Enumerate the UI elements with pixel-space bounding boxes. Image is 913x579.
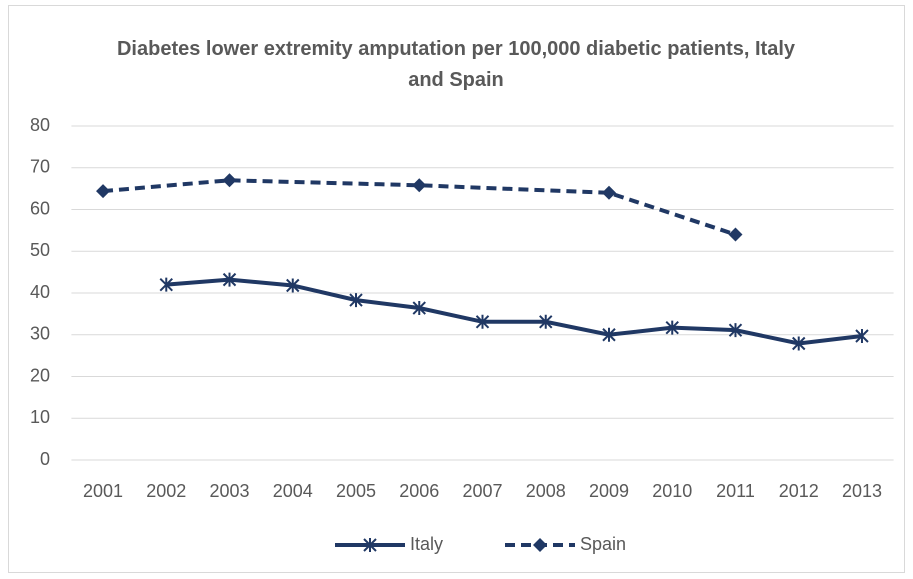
x-tick-label: 2003 bbox=[209, 481, 249, 501]
marker bbox=[539, 314, 553, 329]
x-tick-label: 2011 bbox=[716, 481, 755, 501]
marker bbox=[792, 336, 806, 351]
x-tick-label: 2013 bbox=[842, 481, 882, 501]
y-tick-label: 0 bbox=[40, 449, 50, 469]
marker bbox=[412, 178, 427, 193]
legend-item: Italy bbox=[335, 534, 443, 554]
x-tick-label: 2002 bbox=[146, 481, 186, 501]
marker bbox=[475, 314, 490, 329]
x-tick-label: 2012 bbox=[779, 481, 819, 501]
marker bbox=[602, 327, 616, 342]
marker bbox=[412, 301, 426, 316]
chart-border bbox=[8, 5, 905, 573]
x-tick-label: 2004 bbox=[273, 481, 313, 501]
marker bbox=[855, 329, 869, 344]
y-tick-label: 60 bbox=[30, 198, 50, 218]
x-tick-label: 2005 bbox=[336, 481, 376, 501]
marker bbox=[363, 538, 377, 552]
y-tick-label: 30 bbox=[30, 324, 50, 344]
x-tick-label: 2007 bbox=[462, 481, 502, 501]
y-tick-label: 80 bbox=[30, 115, 50, 135]
series-line bbox=[102, 178, 737, 237]
y-tick-label: 10 bbox=[30, 407, 50, 427]
y-tick-label: 20 bbox=[30, 365, 50, 385]
x-tick-label: 2006 bbox=[399, 481, 439, 501]
marker bbox=[286, 278, 300, 293]
marker bbox=[601, 185, 616, 200]
y-tick-label: 40 bbox=[30, 282, 50, 302]
marker bbox=[533, 538, 547, 552]
x-tick-label: 2008 bbox=[526, 481, 566, 501]
series-line bbox=[166, 277, 863, 346]
y-tick-label: 70 bbox=[30, 157, 50, 177]
x-tick-label: 2009 bbox=[589, 481, 629, 501]
x-tick-label: 2010 bbox=[652, 481, 692, 501]
marker bbox=[728, 323, 743, 338]
marker bbox=[349, 293, 363, 308]
marker bbox=[222, 272, 237, 287]
x-tick-label: 2001 bbox=[83, 481, 123, 501]
marker bbox=[159, 277, 173, 292]
legend-item: Spain bbox=[505, 534, 626, 554]
marker bbox=[222, 173, 237, 188]
marker bbox=[665, 320, 679, 335]
legend-label: Italy bbox=[410, 534, 443, 554]
marker bbox=[728, 227, 743, 242]
marker bbox=[96, 184, 111, 199]
chart-title: Diabetes lower extremity amputation per … bbox=[116, 38, 796, 91]
legend-label: Spain bbox=[580, 534, 626, 554]
y-tick-label: 50 bbox=[30, 240, 50, 260]
